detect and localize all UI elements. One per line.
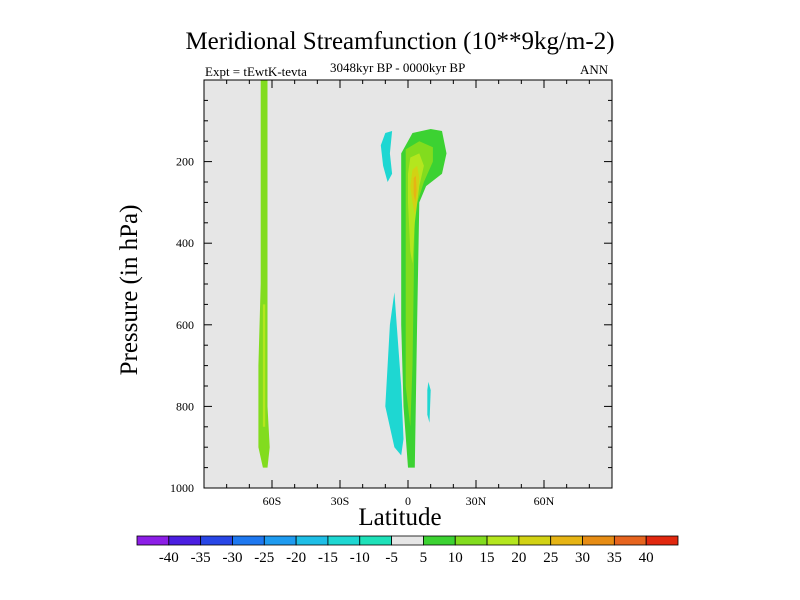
colorbar-label: 10 [448, 550, 463, 566]
colorbar-swatch [295, 535, 329, 546]
colorbar-swatch [200, 535, 233, 546]
colorbar-swatch [454, 535, 488, 546]
season-label: ANN [580, 62, 609, 77]
colorbar-swatch [263, 535, 297, 546]
colorbar-swatch [613, 535, 647, 546]
colorbar-label: -30 [222, 550, 242, 566]
x-tick-label: 60N [534, 494, 555, 508]
colorbar-swatch [518, 535, 552, 546]
x-tick-label: 0 [405, 494, 411, 508]
colorbar-label: 5 [420, 550, 428, 566]
colorbar-label: -5 [385, 550, 398, 566]
colorbar-label: -20 [286, 550, 306, 566]
colorbar-swatch [391, 535, 424, 546]
colorbar-swatch [168, 535, 202, 546]
contour-polar-column-sh-core [262, 304, 266, 427]
contour-polar-column-sh [258, 80, 270, 468]
x-tick-label: 60S [263, 494, 282, 508]
x-axis-label: Latitude [358, 504, 442, 531]
time-range-label: 3048kyr BP - 0000kyr BP [330, 60, 466, 75]
colorbar-swatch [582, 535, 615, 546]
colorbar-label: 35 [607, 550, 622, 566]
contour-upper-negative-cell [380, 131, 393, 182]
contour-lower-negative-cell [385, 292, 404, 456]
colorbar-label: 30 [575, 550, 590, 566]
x-tick-label: 30S [331, 494, 350, 508]
colorbar-swatch [423, 535, 456, 546]
colorbar-swatch [486, 535, 520, 546]
y-tick-label: 400 [176, 236, 194, 250]
contour-small-negative-spot [427, 381, 431, 423]
colorbar-swatch [327, 535, 361, 546]
colorbar-label: 40 [639, 550, 654, 566]
x-tick-label: 30N [466, 494, 487, 508]
y-tick-label: 1000 [170, 481, 194, 495]
colorbar-swatch [136, 535, 170, 546]
chart-title: Meridional Streamfunction (10**9kg/m-2) [185, 28, 615, 55]
colorbar-label: 20 [511, 550, 526, 566]
y-tick-label: 800 [176, 399, 194, 413]
colorbar-swatch [550, 535, 583, 546]
colorbar-label: -25 [254, 550, 274, 566]
y-tick-label: 600 [176, 318, 194, 332]
colorbar-swatch [232, 535, 265, 546]
colorbar-label: 25 [543, 550, 558, 566]
colorbar-label: -15 [318, 550, 338, 566]
colorbar-label: 15 [480, 550, 495, 566]
colorbar-swatch [645, 535, 679, 546]
contour-hadley-cell-peak [413, 175, 417, 203]
colorbar-label: -40 [159, 550, 179, 566]
colorbar-label: -35 [191, 550, 211, 566]
y-tick-label: 200 [176, 155, 194, 169]
experiment-label: Expt = tEwtK-tevta [205, 64, 307, 79]
colorbar-label: -10 [350, 550, 370, 566]
colorbar-swatch [359, 535, 392, 546]
